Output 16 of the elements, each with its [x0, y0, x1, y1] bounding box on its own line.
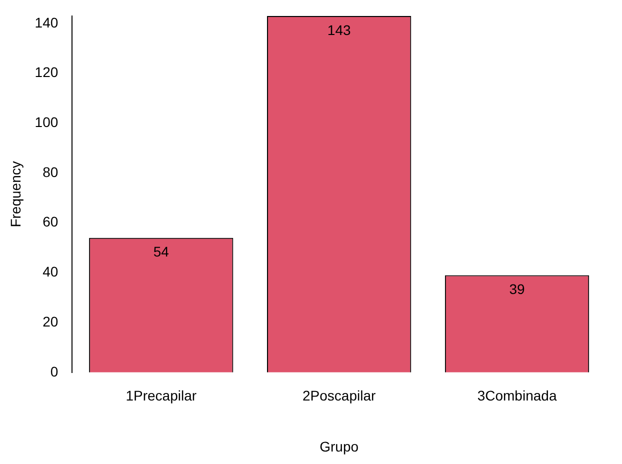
y-tick-label: 40	[42, 264, 58, 280]
y-tick-label: 80	[42, 164, 58, 180]
x-tick-label: 3Combinada	[477, 388, 557, 404]
data-label: 39	[509, 281, 526, 298]
y-tick-label: 100	[34, 114, 58, 130]
y-tick-label: 0	[50, 363, 58, 380]
y-tick-label: 60	[42, 214, 58, 230]
x-tick-label: 2Poscapilar	[302, 388, 376, 404]
y-axis-title: Frequency	[7, 161, 24, 228]
y-tick-label: 120	[34, 64, 58, 80]
x-axis-title: Grupo	[320, 438, 359, 454]
data-label: 54	[153, 244, 170, 260]
data-label: 143	[327, 22, 351, 38]
x-tick-label: 1Precapilar	[126, 388, 197, 404]
y-tick-label: 20	[42, 313, 58, 330]
y-tick-label: 140	[34, 14, 58, 30]
